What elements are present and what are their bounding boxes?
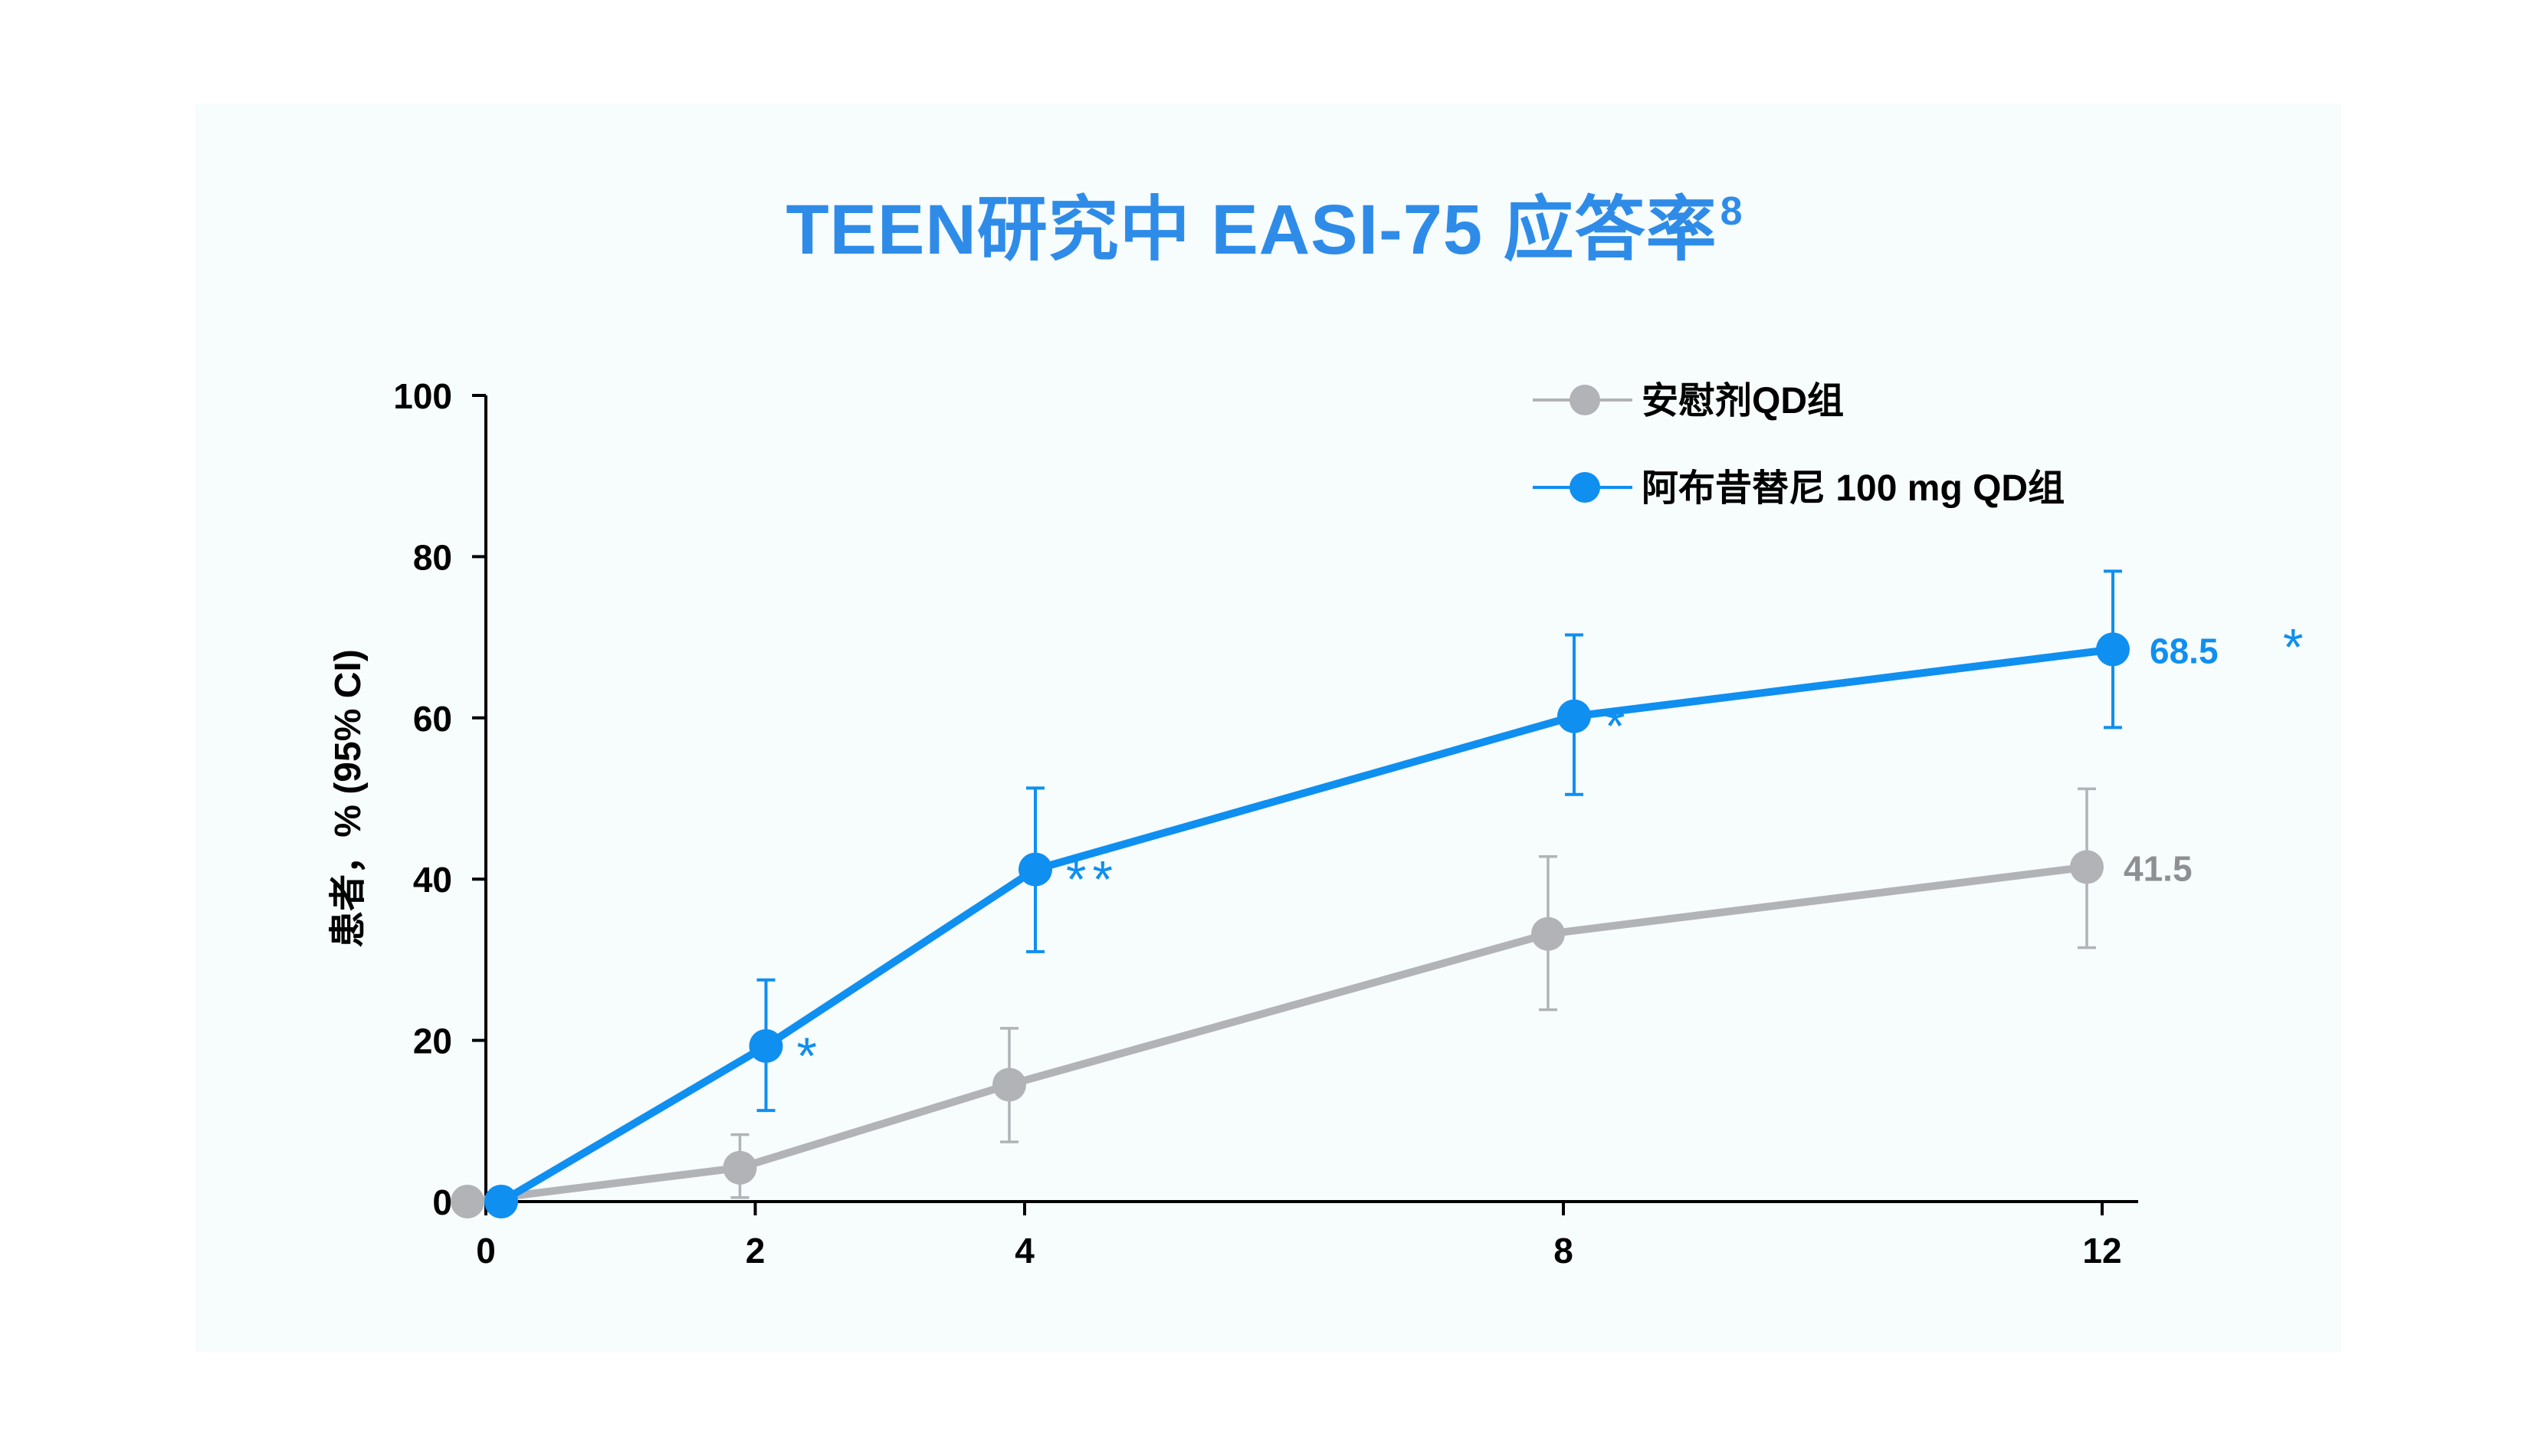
legend-label: 阿布昔替尼 100 mg QD组 [1642,468,2065,509]
y-axis-label: 患者，% (95% CI) [328,649,369,947]
data-point [749,1028,783,1063]
legend-label: 安慰剂QD组 [1642,381,1844,421]
significance-marker: * [1605,697,1631,756]
significance-marker: * [797,1027,823,1085]
y-tick-label: 60 [413,699,452,739]
y-tick-label: 80 [413,537,452,577]
x-tick-label: 2 [746,1231,766,1271]
data-point [992,1067,1026,1102]
chart-title-text: TEEN研究中 EASI-75 应答率 [786,191,1717,269]
y-tick-label: 20 [413,1021,452,1061]
x-tick-label: 12 [2082,1231,2121,1271]
y-tick-label: 40 [413,860,452,900]
end-value-label: 41.5 [2124,848,2193,888]
series-line [467,863,2088,1205]
significance-marker: ** [1066,851,1119,909]
significance-marker: * [2283,618,2309,676]
data-point [451,1185,484,1218]
chart-title: TEEN研究中 EASI-75 应答率8 [0,172,2529,274]
y-tick-label: 0 [432,1182,452,1222]
annotations: 41.5*****68.5 [797,618,2309,1085]
data-point [1531,917,1565,951]
y-tick-label: 100 [393,376,452,416]
axes: 0 20 40 60 80 100 0 2 4 8 12 患者，% (95% CI) [328,376,2138,1271]
x-tick-label: 4 [1015,1231,1035,1271]
error-bars [730,569,2122,1199]
chart-background [195,103,2341,1353]
data-point [484,1185,518,1218]
data-point [723,1150,757,1185]
series-line [499,645,2114,1205]
data-point [1557,699,1591,733]
end-value-label: 68.5 [2150,631,2219,671]
chart-title-footnote: 8 [1720,189,1743,234]
data-point [2070,850,2104,884]
legend-marker [1570,385,1600,415]
data-point [1018,852,1052,887]
series-lines [467,645,2114,1205]
data-point [2096,632,2130,667]
x-tick-label: 8 [1553,1231,1573,1271]
data-points [451,632,2130,1218]
legend-marker [1570,472,1600,503]
x-tick-label: 0 [476,1231,496,1271]
